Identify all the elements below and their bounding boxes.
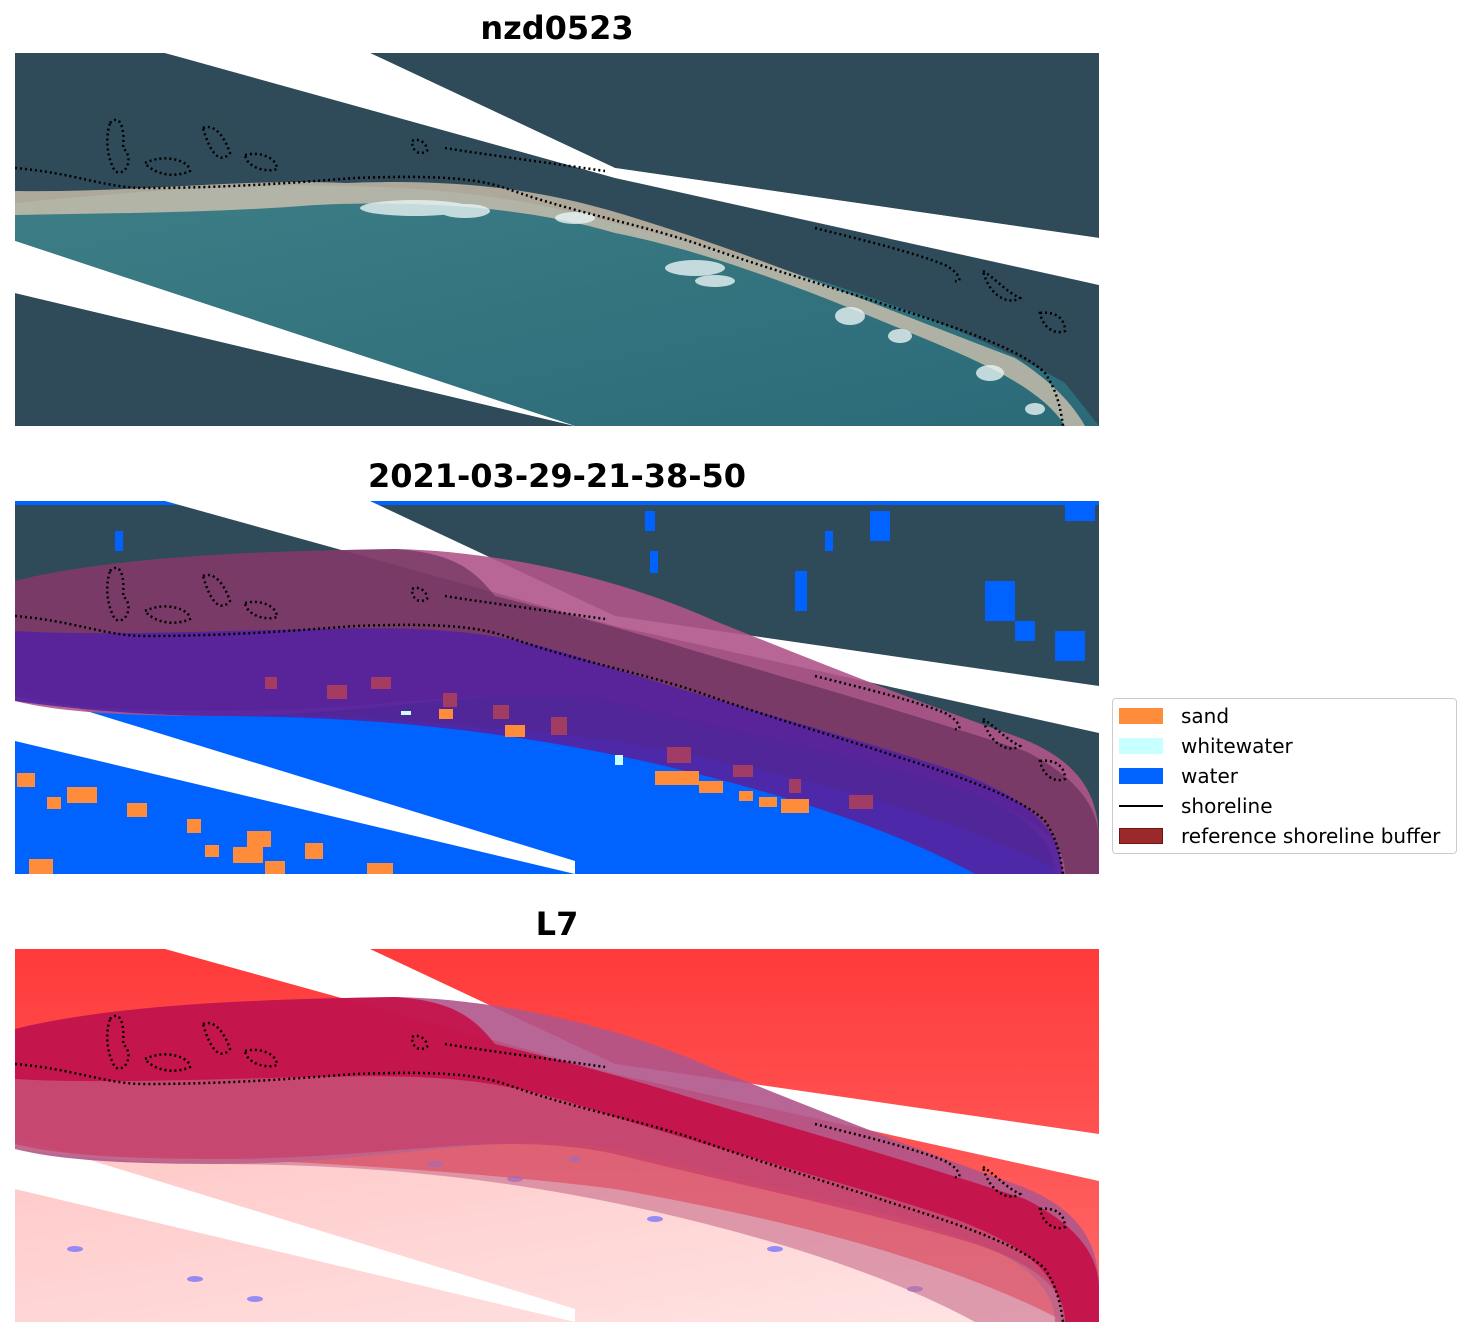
rgb-image-panel — [15, 53, 1099, 426]
rgb-image — [15, 53, 1099, 426]
legend-item-buffer: reference shoreline buffer — [1119, 821, 1440, 851]
water-swatch — [1119, 768, 1163, 784]
legend-item-sand: sand — [1119, 701, 1229, 731]
classification-image — [15, 501, 1099, 874]
legend-label: shoreline — [1181, 794, 1273, 818]
legend: sand whitewater water shoreline referenc… — [1112, 698, 1457, 854]
legend-label: whitewater — [1181, 734, 1293, 758]
legend-item-shoreline: shoreline — [1119, 791, 1273, 821]
sand-pixels — [17, 709, 809, 874]
legend-item-whitewater: whitewater — [1119, 731, 1293, 761]
panel-title-rgb: nzd0523 — [480, 9, 634, 47]
index-panel — [15, 949, 1099, 1322]
shoreline-line — [15, 166, 1065, 426]
panel-title-classification: 2021-03-29-21-38-50 — [367, 457, 747, 495]
legend-label: reference shoreline buffer — [1181, 824, 1441, 848]
whitewater-swatch — [1119, 738, 1163, 754]
index-image — [15, 949, 1099, 1322]
legend-label: sand — [1181, 704, 1230, 728]
legend-label: water — [1181, 764, 1238, 788]
shoreline-swatch — [1119, 805, 1163, 807]
panel-title-index: L7 — [535, 905, 579, 943]
sand-swatch — [1119, 708, 1163, 724]
buffer-swatch — [1119, 828, 1163, 844]
classification-panel — [15, 501, 1099, 874]
legend-item-water: water — [1119, 761, 1238, 791]
